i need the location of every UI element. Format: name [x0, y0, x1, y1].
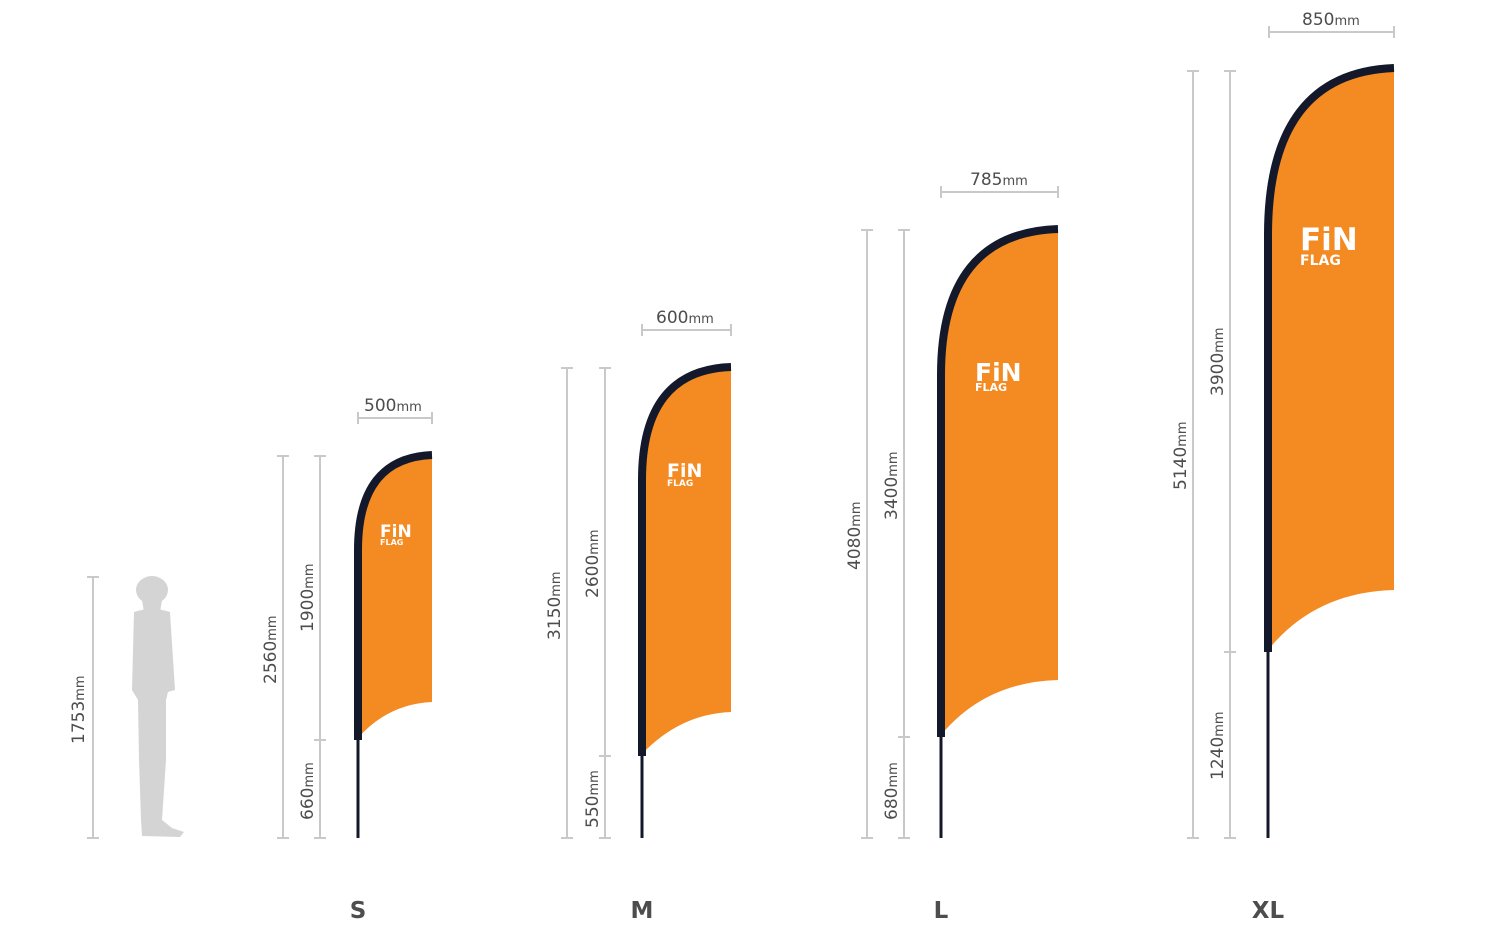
svg-text:FiN: FiN	[380, 522, 412, 542]
flag-m-flag-height-label: 2600mm	[583, 529, 603, 598]
flag-s: 2560mm 1900mm 660mm 500mm FiN FLAG S	[261, 396, 433, 924]
flag-l-pole-height-label: 680mm	[882, 762, 902, 820]
flag-xl: 5140mm 3900mm 1240mm 850mm FiN FLAG XL	[1171, 10, 1395, 924]
flag-l-logo: FiN FLAG	[975, 358, 1022, 394]
flag-m-edge	[638, 363, 732, 756]
flag-xl-fabric	[1268, 68, 1394, 650]
svg-text:FiN: FiN	[1300, 222, 1358, 258]
svg-text:FiN: FiN	[667, 460, 702, 482]
flag-m-fabric	[642, 367, 731, 754]
svg-text:FLAG: FLAG	[1300, 253, 1341, 269]
flag-xl-width-label: 850mm	[1302, 10, 1360, 30]
svg-text:FiN: FiN	[975, 358, 1022, 387]
flag-m-size-label: M	[631, 898, 654, 924]
svg-text:FLAG: FLAG	[667, 479, 693, 489]
flag-l-size-label: L	[934, 898, 949, 924]
flag-xl-size-label: XL	[1252, 898, 1285, 924]
flag-s-edge	[354, 451, 433, 740]
flag-l-fabric	[941, 229, 1058, 735]
flag-s-total-height-label: 2560mm	[261, 615, 281, 684]
flag-xl-total-height-label: 5140mm	[1171, 421, 1191, 490]
flag-xl-edge	[1264, 64, 1395, 652]
person-silhouette	[132, 576, 184, 837]
flag-l: 4080mm 3400mm 680mm 785mm FiN FLAG L	[845, 170, 1059, 924]
flag-l-total-height-label: 4080mm	[845, 501, 865, 570]
flag-m-pole-height-label: 550mm	[583, 770, 603, 828]
flag-l-edge	[937, 225, 1059, 737]
flag-m-width-label: 600mm	[656, 308, 714, 328]
flag-s-size-label: S	[350, 898, 367, 924]
flag-l-width-label: 785mm	[970, 170, 1028, 190]
flag-s-width-label: 500mm	[364, 396, 422, 416]
flag-xl-logo: FiN FLAG	[1300, 222, 1358, 269]
flag-m: 3150mm 2600mm 550mm 600mm FiN FLAG M	[545, 308, 732, 924]
person-height-label: 1753mm	[69, 675, 89, 744]
flag-xl-pole-height-label: 1240mm	[1208, 711, 1228, 780]
svg-text:FLAG: FLAG	[380, 538, 403, 547]
svg-text:FLAG: FLAG	[975, 381, 1007, 394]
flag-m-logo: FiN FLAG	[667, 460, 702, 489]
person-reference: 1753mm	[69, 576, 184, 839]
flag-m-total-height-label: 3150mm	[545, 571, 565, 640]
flag-l-flag-height-label: 3400mm	[882, 451, 902, 520]
flag-s-fabric	[358, 455, 432, 738]
flag-xl-flag-height-label: 3900mm	[1208, 327, 1228, 396]
flag-s-flag-height-label: 1900mm	[298, 563, 318, 632]
flag-s-logo: FiN FLAG	[380, 522, 412, 547]
flag-s-pole-height-label: 660mm	[298, 762, 318, 820]
